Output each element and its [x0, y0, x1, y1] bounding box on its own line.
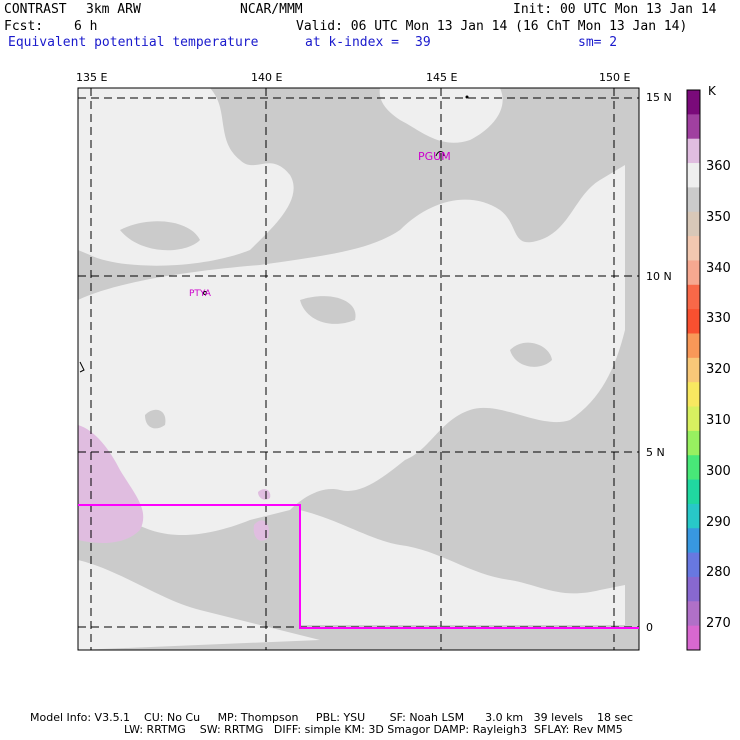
- island-dot: [465, 95, 469, 99]
- fcst-value: 6 h: [74, 19, 98, 34]
- colorbar-tick-label: 330: [706, 311, 731, 327]
- grey-patch-2: [510, 342, 552, 367]
- grey-patch-1: [120, 221, 200, 251]
- colorbar-tick-label: 320: [706, 362, 731, 378]
- colorbar-swatch: [687, 333, 700, 359]
- light-region-south: [78, 560, 320, 650]
- colorbar-swatch: [687, 211, 700, 237]
- colorbar-swatch: [687, 187, 700, 213]
- colorbar-swatch: [687, 357, 700, 383]
- light-region-west: [78, 88, 294, 266]
- colorbar-swatch: [687, 479, 700, 505]
- fcst-label: Fcst:: [4, 19, 44, 34]
- colorbar-swatch: [687, 382, 700, 408]
- lat-label-0: 0: [646, 621, 653, 634]
- colorbar-tick-label: 350: [706, 209, 731, 225]
- colorbar: [686, 89, 701, 651]
- light-region-main: [78, 165, 625, 535]
- colorbar-tick-label: 290: [706, 514, 731, 530]
- footer-physics-info: LW: RRTMG SW: RRTMG DIFF: simple KM: 3D …: [124, 723, 623, 736]
- lilac-region: [78, 425, 144, 543]
- lon-label-140: 140 E: [251, 71, 283, 84]
- colorbar-swatch: [687, 552, 700, 578]
- colorbar-frame: [686, 89, 701, 651]
- station-label-pgum: PGUM: [418, 150, 451, 163]
- colorbar-swatch: [687, 455, 700, 481]
- colorbar-swatch: [687, 284, 700, 310]
- colorbar-swatch: [687, 114, 700, 140]
- org-name: NCAR/MMM: [240, 2, 303, 17]
- colorbar-tick-label: 300: [706, 463, 731, 479]
- station-dot: [203, 291, 207, 295]
- colorbar-swatch: [687, 430, 700, 456]
- station-label-ptya: PTYA: [189, 289, 211, 299]
- valid-time: Valid: 06 UTC Mon 13 Jan 14 (16 ChT Mon …: [296, 19, 688, 34]
- init-time: Init: 00 UTC Mon 13 Jan 14: [513, 2, 717, 17]
- colorbar-swatch: [687, 138, 700, 164]
- lat-label-5: 5 N: [646, 446, 665, 459]
- grey-patch-3: [145, 409, 166, 429]
- colorbar-swatch: [687, 406, 700, 432]
- colorbar-swatch: [687, 503, 700, 529]
- level-label: at k-index =: [305, 35, 399, 50]
- map-frame: [77, 87, 640, 651]
- light-region-southeast: [300, 510, 625, 625]
- nest-domain-box: [78, 504, 639, 629]
- grey-patch-5: [555, 565, 585, 582]
- colorbar-swatch: [687, 528, 700, 554]
- colorbar-tick-label: 310: [706, 413, 731, 428]
- lon-label-135: 135 E: [76, 71, 108, 84]
- colorbar-swatch: [687, 90, 700, 115]
- colorbar-swatch: [687, 260, 700, 286]
- lilac-dot: [258, 489, 271, 500]
- colorbar-unit: K: [708, 84, 716, 98]
- grey-patch-4: [300, 296, 356, 324]
- colorbar-tick-label: 360: [706, 159, 731, 174]
- resolution: 3km ARW: [86, 2, 141, 17]
- colorbar-swatch: [687, 625, 700, 651]
- lon-label-150: 150 E: [599, 71, 631, 84]
- lon-label-145: 145 E: [426, 71, 458, 84]
- colorbar-tick-label: 340: [706, 260, 731, 276]
- colorbar-swatch: [687, 163, 700, 188]
- field-name: Equivalent potential temperature: [8, 35, 259, 50]
- model-name: CONTRAST: [4, 2, 67, 17]
- smooth-label: sm= 2: [578, 35, 618, 50]
- lat-label-15: 15 N: [646, 91, 672, 104]
- colorbar-tick-label: 280: [706, 565, 731, 581]
- island-outline-guam: [435, 151, 445, 157]
- footer-model-info: Model Info: V3.5.1 CU: No Cu MP: Thompso…: [30, 711, 634, 724]
- colorbar-swatch: [687, 309, 700, 334]
- colorbar-swatch: [687, 236, 700, 261]
- island-outline-west: [79, 361, 85, 373]
- lat-label-10: 10 N: [646, 270, 672, 283]
- colorbar-swatch: [687, 576, 700, 602]
- colorbar-tick-label: 270: [706, 616, 731, 632]
- colorbar-swatch: [687, 601, 700, 627]
- lilac-patch: [253, 520, 269, 541]
- level-value: 39: [415, 35, 431, 50]
